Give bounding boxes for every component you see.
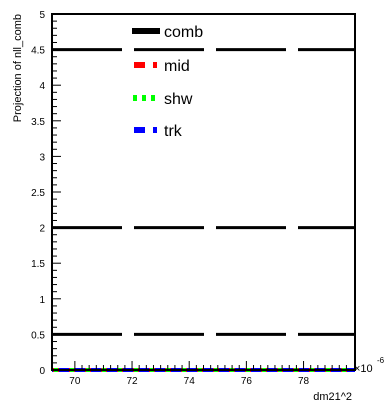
y-tick-label: 1: [39, 295, 45, 306]
y-tick-label: 1.5: [31, 259, 45, 270]
x-tick-label: 70: [69, 376, 81, 387]
y-axis-label: Projection of nll_comb: [12, 14, 24, 122]
y-tick-label: 5: [39, 10, 45, 21]
x-tick-label: 74: [184, 376, 196, 387]
legend-label-comb: comb: [164, 24, 203, 41]
legend-label-trk: trk: [164, 123, 183, 140]
x-tick-label: 78: [298, 376, 310, 387]
tick-labels: 0 0.5 1 1.5 2 2.5 3 3.5 4 4.5 5 70 72 74 76 78: [31, 10, 309, 387]
y-tick-label: 3: [39, 152, 45, 163]
x-exponent-power: -6: [377, 356, 385, 365]
y-tick-label: 3.5: [31, 117, 45, 128]
y-tick-label: 4.5: [31, 46, 45, 57]
reference-lines: [52, 48, 355, 336]
x-axis-label: dm21^2: [313, 391, 352, 403]
axis-ticks: [52, 13, 347, 371]
x-tick-label: 76: [241, 376, 253, 387]
legend-label-mid: mid: [164, 58, 190, 75]
legend: comb mid shw trk: [132, 24, 203, 140]
y-tick-label: 4: [39, 81, 45, 92]
x-exponent-label: ×10: [354, 363, 373, 375]
y-tick-label: 0.5: [31, 330, 45, 341]
y-tick-label: 0: [39, 366, 45, 377]
y-tick-label: 2.5: [31, 188, 45, 199]
x-tick-label: 72: [126, 376, 138, 387]
legend-label-shw: shw: [164, 91, 193, 108]
y-tick-label: 2: [39, 224, 45, 235]
plot-frame: [51, 13, 356, 371]
